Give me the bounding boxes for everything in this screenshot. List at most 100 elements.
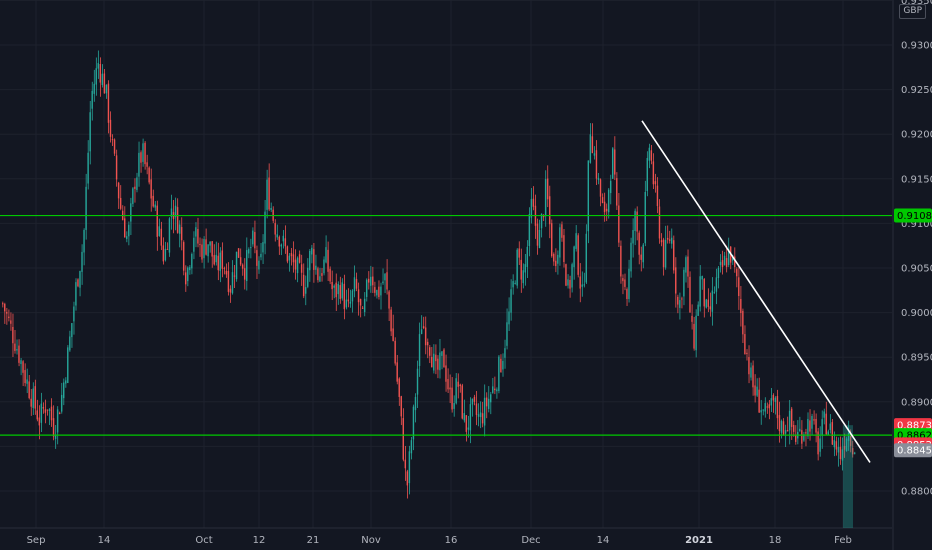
candle-body (231, 272, 234, 294)
candle-body (128, 224, 130, 237)
candle-body (587, 160, 590, 232)
candle-body (235, 251, 238, 280)
candle-body (286, 246, 289, 262)
candle-body (101, 73, 104, 86)
candle-body (431, 356, 433, 368)
candle-body (46, 409, 49, 411)
candle-body (685, 257, 687, 273)
candle-body (703, 278, 705, 307)
candle-body (843, 446, 846, 450)
candle-body (711, 290, 714, 312)
candle-body (341, 282, 343, 299)
candle-body (162, 245, 165, 262)
candle-body (75, 282, 77, 306)
candle-body (115, 155, 118, 180)
candle-body (361, 307, 364, 309)
candle-body (642, 244, 644, 263)
candle-body (79, 271, 81, 288)
candle-body (270, 207, 272, 210)
candle-body (825, 413, 827, 435)
candle-body (323, 259, 325, 274)
candle-body (518, 248, 520, 258)
candle-body (103, 73, 106, 94)
candle-body (191, 253, 193, 269)
candle-body (544, 179, 547, 217)
candle-body (532, 198, 535, 207)
candle-body (48, 409, 51, 411)
candle-body (333, 285, 335, 288)
candle-body (601, 197, 604, 204)
candle-body (44, 409, 47, 413)
candle-body (673, 240, 675, 271)
candle-body (756, 386, 758, 396)
candle-body (150, 179, 152, 199)
candle-body (4, 303, 6, 312)
candle-body (111, 139, 114, 141)
candle-body (278, 236, 280, 247)
candle-body (140, 152, 142, 163)
candle-body (469, 404, 472, 431)
candle-body (203, 239, 205, 259)
candle-body (573, 246, 575, 268)
candle-body (837, 446, 840, 453)
y-tick-label: 0.90000 (901, 308, 932, 319)
candle-body (487, 398, 490, 409)
candle-body (187, 267, 189, 282)
candle-body (748, 357, 750, 375)
candle-body (429, 347, 431, 356)
candle-body (136, 177, 138, 190)
candle-body (849, 436, 852, 446)
candle-body (738, 277, 740, 297)
y-tick-label: 0.89000 (901, 397, 932, 408)
candle-body (426, 341, 429, 346)
candle-body (467, 427, 470, 430)
candle-body (853, 452, 856, 454)
candle-body (585, 233, 587, 283)
candle-body (851, 448, 854, 455)
candle-body (321, 273, 323, 276)
candle-body (447, 379, 449, 390)
candle-body (164, 248, 167, 261)
candle-body (408, 451, 411, 484)
candle-body (205, 239, 207, 255)
candle-body (248, 249, 250, 254)
candle-body (433, 353, 435, 371)
candle-body (502, 360, 504, 370)
candle-body (766, 406, 768, 408)
candle-body (841, 449, 844, 461)
candle-body (355, 279, 358, 289)
candle-body (597, 177, 600, 180)
candle-body (132, 188, 134, 204)
candle-body (152, 195, 154, 207)
candle-body (254, 232, 256, 249)
candle-body (174, 205, 177, 218)
candle-body (441, 351, 443, 356)
currency-label[interactable]: GBP (899, 4, 926, 19)
candle-body (406, 471, 409, 486)
candle-body (219, 252, 221, 271)
candle-body (536, 223, 539, 246)
candle-body (372, 276, 374, 286)
candle-body (459, 384, 461, 387)
candle-body (327, 249, 329, 272)
candle-body (18, 345, 20, 363)
candle-body (107, 83, 110, 123)
candle-body (746, 352, 748, 355)
candle-body (347, 299, 350, 302)
candle-body (288, 255, 291, 261)
candle-body (670, 237, 673, 244)
current-bar-highlight (843, 425, 853, 528)
candle-body (396, 362, 398, 382)
candle-body (801, 430, 803, 444)
candle-body (246, 250, 248, 282)
candle-body (510, 289, 512, 313)
candle-body (829, 423, 831, 430)
candle-body (774, 397, 777, 402)
candle-body (418, 334, 421, 366)
candle-body (831, 422, 834, 445)
y-tick-label: 0.88000 (901, 487, 932, 498)
candle-body (382, 281, 384, 284)
candle-body (207, 244, 209, 257)
candle-body (384, 273, 386, 281)
